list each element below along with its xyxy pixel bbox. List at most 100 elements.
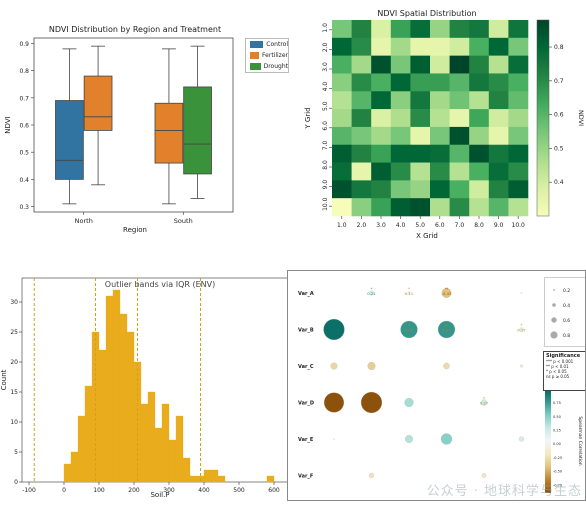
heat-cell xyxy=(488,37,509,56)
heat-cell xyxy=(449,91,470,110)
heat-cell xyxy=(469,198,490,217)
heat-cell xyxy=(469,73,490,92)
correlation-bubble xyxy=(441,288,452,298)
y-tick-label: 6.0 xyxy=(322,121,329,131)
heat-cell xyxy=(351,20,372,39)
box-north-control xyxy=(55,100,84,180)
significance-stars: * xyxy=(521,324,523,328)
boxplot-title: NDVI Distribution by Region and Treatmen… xyxy=(48,25,222,34)
y-tick-label: 2.0 xyxy=(322,42,329,52)
histogram-bar xyxy=(105,295,114,483)
heat-cell xyxy=(449,162,470,181)
heat-cell xyxy=(390,37,411,56)
x-tick-label: 6.0 xyxy=(435,222,445,229)
y-tick-label: 0.9 xyxy=(19,41,29,48)
colorbar-tick-label: 0.8 xyxy=(554,44,564,51)
heat-cell xyxy=(469,37,490,56)
heat-cell xyxy=(430,55,450,74)
histogram-bar xyxy=(140,403,149,483)
row-label: Var_E xyxy=(298,437,314,443)
heat-cell xyxy=(332,162,352,181)
heat-cell xyxy=(351,55,372,74)
correlation-chart: Var_AVar_BVar_CVar_DVar_EVar_F*0.21*0.11… xyxy=(298,287,583,493)
histogram-bar xyxy=(126,331,135,483)
histogram-chart: -100 0 100 200 300 400 500 600 0 5 10 15 20 25 30 Count xyxy=(0,277,289,494)
heat-cell xyxy=(488,91,509,110)
x-tick-label: South xyxy=(174,217,193,225)
heat-cell xyxy=(371,144,392,163)
heat-cell xyxy=(508,55,529,74)
correlation-bubble xyxy=(518,436,525,442)
heat-cell xyxy=(488,73,509,92)
heat-cell xyxy=(351,126,372,146)
y-tick-label: 1.0 xyxy=(322,23,329,33)
histogram-panel: -100 0 100 200 300 400 500 600 0 5 10 15 20 25 30 Count… xyxy=(0,270,292,501)
heat-cell xyxy=(390,73,411,92)
correlation-bubble xyxy=(400,320,418,339)
heatmap-xlabel: X Grid xyxy=(416,232,438,240)
heat-cell xyxy=(332,144,352,163)
significance-stars: ** xyxy=(445,324,449,328)
colorbar-tick-label: 0.7 xyxy=(554,78,564,85)
legend-swatch xyxy=(250,63,261,70)
heat-cell xyxy=(410,20,431,39)
heat-cell xyxy=(430,126,450,146)
heat-cell xyxy=(508,91,529,110)
heat-cell xyxy=(508,180,529,199)
heat-cell xyxy=(488,198,509,217)
colorbar-tick-label: 0.00 xyxy=(553,442,561,446)
y-tick-label: 25 xyxy=(10,329,18,336)
heat-cell xyxy=(488,20,509,39)
heat-cell xyxy=(508,144,529,163)
histogram-bar xyxy=(70,451,79,483)
size-legend-marks: 0.2 0.4 0.6 0.8 xyxy=(550,288,570,339)
correlation-bubble xyxy=(330,362,338,370)
heat-cell xyxy=(351,198,372,217)
histogram-bar xyxy=(210,469,219,483)
histogram-bar xyxy=(77,415,86,483)
y-tick-label: 30 xyxy=(10,299,18,306)
x-tick-label: 10.0 xyxy=(512,222,526,229)
significance-item: *** p < 0.001 xyxy=(546,359,574,364)
heat-cell xyxy=(390,91,411,110)
significance-stars: * xyxy=(408,324,410,328)
colorbar-tick-label: 0.25 xyxy=(553,429,561,433)
heat-cell xyxy=(351,144,372,163)
heat-cell xyxy=(488,180,509,199)
correlation-value-label: 0.11 xyxy=(405,291,414,296)
x-tick-label: 200 xyxy=(128,487,140,494)
heat-cell xyxy=(508,37,529,56)
heat-cell xyxy=(351,109,372,128)
significance-item: ns p ≥ 0.05 xyxy=(546,374,570,379)
y-tick-label: 15 xyxy=(10,389,18,396)
size-legend-label: 0.6 xyxy=(563,318,570,324)
heat-cell xyxy=(390,180,411,199)
y-tick-label: 0.6 xyxy=(19,123,29,130)
heatmap-chart: 1.0 2.0 3.0 4.0 5.0 6.0 7.0 8.0 9.0 10.0 1.0 2.0 3.0… xyxy=(304,19,585,229)
colorbar-tick-label: -0.75 xyxy=(553,483,562,487)
correlation-bubble xyxy=(323,318,345,341)
row-label: Var_D xyxy=(298,401,314,407)
colorbar-tick-label: 0.4 xyxy=(554,179,564,186)
x-tick-label: 8.0 xyxy=(474,222,484,229)
heat-cell xyxy=(410,109,431,128)
heat-cell xyxy=(508,162,529,181)
watermark: 公众号 · 地球科学与生态 xyxy=(426,484,582,499)
heat-cell xyxy=(410,198,431,217)
histogram-bar xyxy=(98,349,107,483)
correlation-bubble xyxy=(367,362,376,371)
y-tick-label: 0.7 xyxy=(19,95,29,102)
heat-cell xyxy=(469,91,490,110)
histogram-bar xyxy=(84,385,93,483)
heat-cell xyxy=(410,180,431,199)
box-south-fertilizer xyxy=(154,102,184,164)
colorbar-label: NDVI xyxy=(577,110,585,126)
histogram-bar xyxy=(154,427,163,483)
correlation-bubble xyxy=(480,399,488,406)
heat-cell xyxy=(430,91,450,110)
x-tick-label: 4.0 xyxy=(396,222,406,229)
correlation-bubble xyxy=(407,291,411,295)
heat-cell xyxy=(430,73,450,92)
histogram-bar xyxy=(168,439,177,483)
heat-cell xyxy=(488,109,509,128)
